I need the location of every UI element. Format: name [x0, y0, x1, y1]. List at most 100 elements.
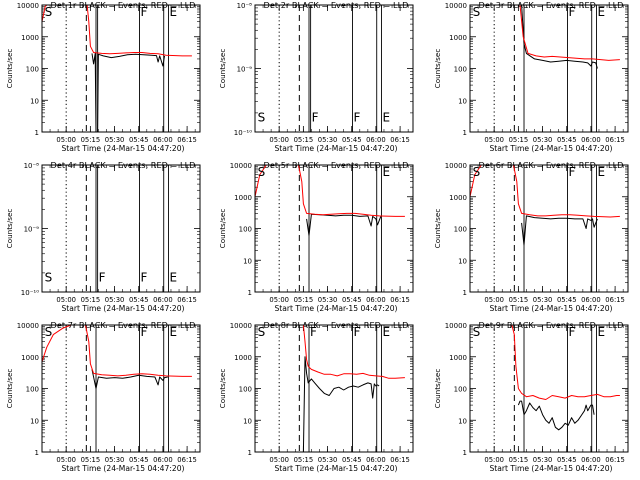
y-tick-label: 10: [458, 97, 467, 105]
detector-panel: Det 2r BLACK = Events, RED = LLDCounts/s…: [218, 0, 414, 153]
plot-frame: [254, 4, 414, 133]
x-tick-label: 05:00: [484, 136, 504, 144]
y-tick-label: 10: [30, 417, 39, 425]
events-series-line: [91, 52, 165, 132]
x-tick-label: 06:00: [366, 136, 386, 144]
y-tick-label: 1000: [234, 354, 252, 362]
x-tick-label: 05:15: [294, 456, 314, 464]
interval-marker-label: E: [170, 325, 178, 339]
interval-marker-label: F: [141, 325, 148, 339]
y-tick-label: 10000: [17, 2, 39, 10]
interval-marker-label: F: [569, 325, 576, 339]
detector-panel: Det 8r BLACK = Events, RED = LLDCounts/s…: [218, 320, 414, 473]
interval-marker-label: E: [598, 325, 606, 339]
y-tick-label: 1000: [449, 354, 467, 362]
y-tick-label: 1000: [21, 354, 39, 362]
plot-frame: [469, 164, 629, 293]
x-tick-label: 05:45: [557, 136, 577, 144]
series-group: [42, 5, 192, 132]
y-axis-label: Counts/sec: [5, 49, 14, 89]
x-tick-label: 05:45: [342, 456, 362, 464]
plot-frame: [469, 324, 629, 453]
interval-marker-label: S: [473, 325, 481, 339]
series-group: [255, 165, 405, 236]
lld-series-line: [302, 325, 405, 379]
interval-marker-label: E: [383, 110, 391, 124]
y-tick-label: 1: [248, 449, 252, 457]
x-tick-label: 06:00: [366, 456, 386, 464]
x-tick-label: 05:30: [105, 296, 125, 304]
events-series-line: [91, 369, 168, 389]
x-axis-label: Start Time (24-Mar-15 04:47:20): [274, 464, 397, 473]
y-axis-label: Counts/sec: [218, 209, 227, 249]
y-axis-label: Counts/sec: [218, 369, 227, 409]
y-tick-label: 1: [248, 289, 252, 297]
y-axis-label: Counts/sec: [218, 49, 227, 89]
y-axis-label: Counts/sec: [433, 209, 442, 249]
detector-panel: Det 1r BLACK = Events, RED = LLDCounts/s…: [5, 0, 201, 153]
x-axis-label: Start Time (24-Mar-15 04:47:20): [61, 464, 184, 473]
y-tick-label: 10⁻⁸: [237, 2, 253, 10]
events-series-line: [521, 215, 598, 246]
x-tick-label: 05:30: [533, 456, 553, 464]
interval-marker-label: E: [170, 270, 178, 284]
x-tick-label: 05:45: [129, 456, 149, 464]
interval-marker-label: F: [141, 5, 148, 19]
plot-frame: [41, 4, 201, 133]
x-tick-label: 06:00: [366, 296, 386, 304]
x-tick-label: 05:45: [557, 456, 577, 464]
x-tick-label: 06:15: [177, 136, 197, 144]
x-tick-label: 05:45: [342, 296, 362, 304]
x-tick-label: 06:00: [581, 456, 601, 464]
x-tick-label: 05:30: [318, 296, 338, 304]
x-tick-label: 06:00: [581, 136, 601, 144]
x-tick-label: 05:30: [105, 456, 125, 464]
y-tick-label: 1000: [449, 194, 467, 202]
interval-marker-label: E: [598, 5, 606, 19]
detector-panel: Det 7r BLACK = Events, RED = LLDCounts/s…: [5, 320, 201, 473]
series-group: [470, 165, 620, 246]
plot-frame: [254, 164, 414, 293]
plot-frame: [41, 324, 201, 453]
y-tick-label: 1: [463, 289, 467, 297]
y-tick-label: 10: [458, 417, 467, 425]
y-tick-label: 10: [243, 257, 252, 265]
plot-frame: [469, 4, 629, 133]
x-tick-label: 05:00: [56, 136, 76, 144]
events-series-line: [521, 5, 598, 69]
series-group: [519, 5, 620, 69]
y-tick-label: 10: [458, 257, 467, 265]
series-group: [301, 325, 405, 452]
x-tick-label: 05:00: [484, 456, 504, 464]
lld-series-line: [255, 165, 405, 217]
y-tick-label: 100: [454, 386, 467, 394]
x-tick-label: 06:15: [177, 456, 197, 464]
x-tick-label: 06:00: [581, 296, 601, 304]
y-tick-label: 1: [463, 449, 467, 457]
lld-series-line: [519, 5, 620, 61]
y-axis-label: Counts/sec: [5, 209, 14, 249]
x-tick-label: 05:15: [294, 296, 314, 304]
interval-marker-label: S: [258, 165, 266, 179]
interval-marker-label: E: [383, 325, 391, 339]
x-tick-label: 06:00: [153, 296, 173, 304]
x-tick-label: 05:30: [533, 136, 553, 144]
x-tick-label: 05:45: [129, 136, 149, 144]
x-tick-label: 05:15: [509, 296, 529, 304]
interval-marker-label: E: [170, 5, 178, 19]
x-tick-label: 05:15: [509, 136, 529, 144]
x-tick-label: 05:00: [484, 296, 504, 304]
y-tick-label: 10000: [230, 322, 252, 330]
y-tick-label: 1000: [449, 34, 467, 42]
x-tick-label: 05:00: [269, 456, 289, 464]
detector-panel: Det 9r BLACK = Events, RED = LLDCounts/s…: [433, 320, 629, 473]
x-tick-label: 05:30: [318, 456, 338, 464]
x-axis-label: Start Time (24-Mar-15 04:47:20): [489, 304, 612, 313]
y-tick-label: 100: [454, 226, 467, 234]
interval-marker-label: F: [312, 110, 319, 124]
lld-series-line: [42, 325, 192, 377]
x-tick-label: 06:15: [390, 136, 410, 144]
y-tick-label: 1: [463, 129, 467, 137]
y-axis-label: Counts/sec: [433, 49, 442, 89]
x-axis-label: Start Time (24-Mar-15 04:47:20): [61, 304, 184, 313]
